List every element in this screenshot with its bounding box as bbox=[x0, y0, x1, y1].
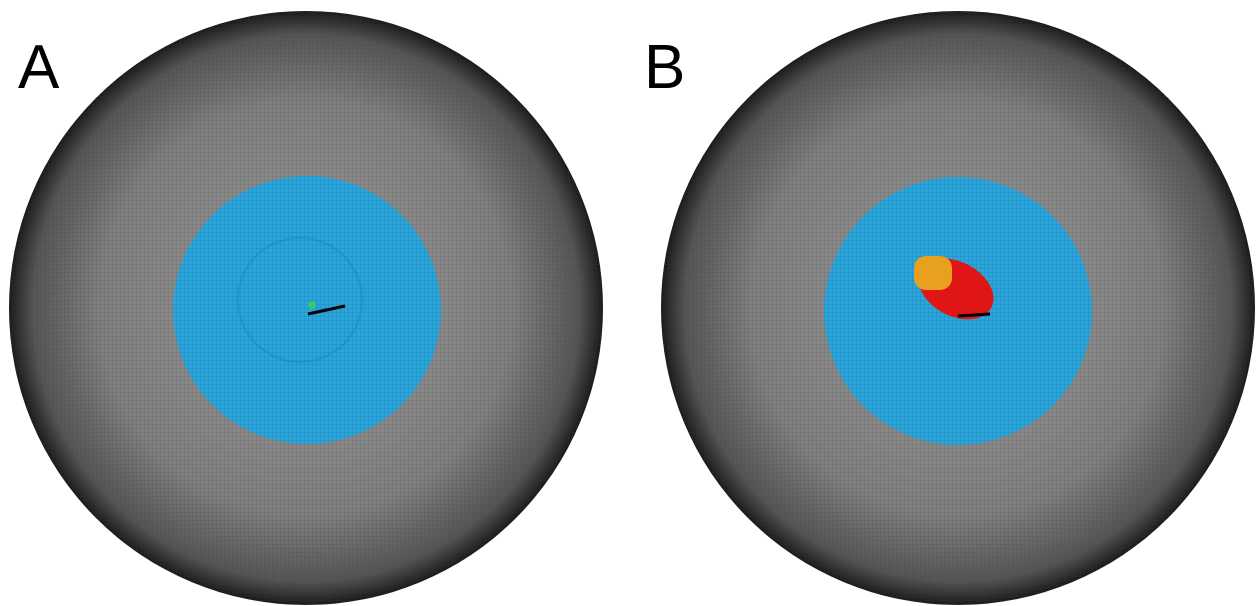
panel-b: B bbox=[644, 11, 1255, 605]
panel-a: A bbox=[9, 11, 603, 605]
inner-mesh bbox=[173, 176, 441, 444]
orange-region bbox=[914, 256, 952, 290]
marker bbox=[308, 301, 316, 309]
panel-label: A bbox=[18, 33, 60, 102]
figure: A B bbox=[0, 0, 1257, 606]
pointer bbox=[958, 314, 990, 316]
panel-label: B bbox=[644, 33, 685, 102]
